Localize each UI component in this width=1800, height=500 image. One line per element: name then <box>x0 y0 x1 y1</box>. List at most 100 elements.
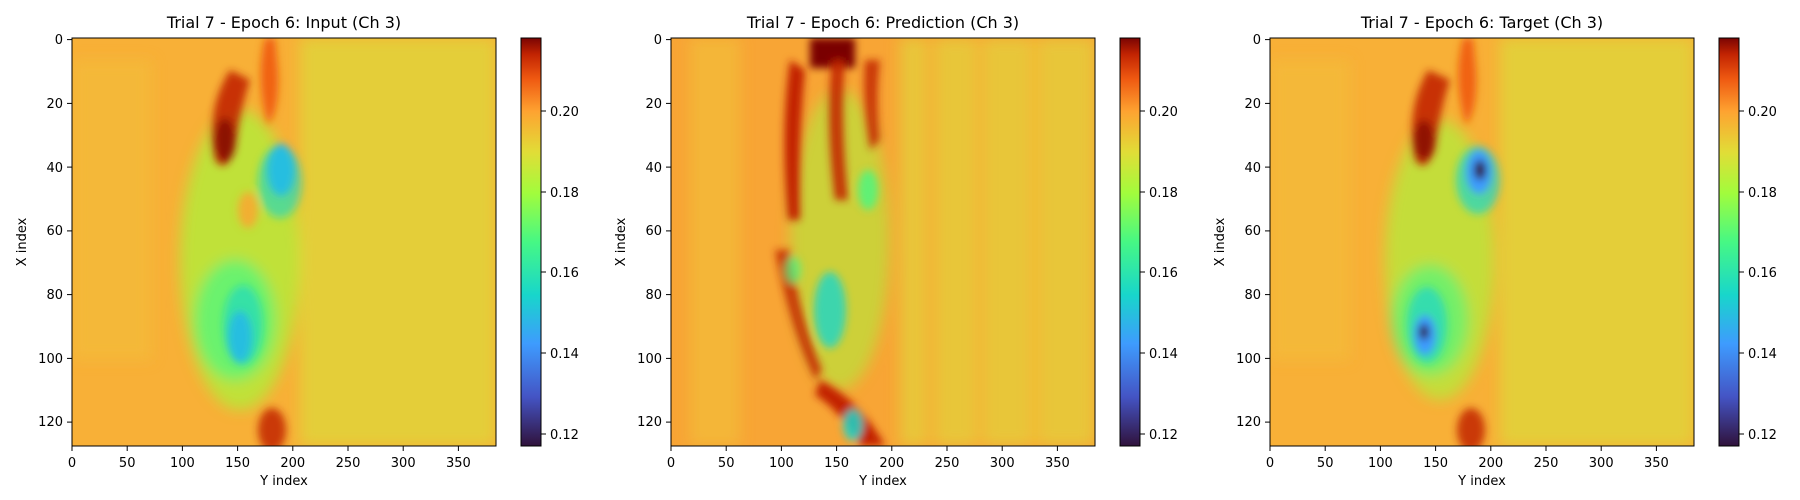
x-tick-label: 0 <box>667 456 675 471</box>
x-axis: 0 50 100 150 200 250 300 350 Y index <box>1266 446 1669 489</box>
x-tick-label: 50 <box>1317 456 1334 471</box>
x-tick-label: 200 <box>280 456 305 471</box>
x-tick-label: 50 <box>119 456 136 471</box>
y-tick-label: 20 <box>46 97 63 112</box>
colorbar: 0.12 0.14 0.16 0.18 0.20 <box>520 37 579 447</box>
x-tick-label: 50 <box>718 456 735 471</box>
feature-navy-upper <box>1474 160 1486 180</box>
x-tick-label: 150 <box>1423 456 1448 471</box>
y-tick-label: 80 <box>645 288 662 303</box>
field-yellow-right <box>300 38 496 446</box>
colorbar-tick-label: 0.20 <box>1149 105 1178 120</box>
y-tick-label: 80 <box>46 288 63 303</box>
y-axis: 0 20 40 60 80 100 120 X index <box>1213 33 1270 430</box>
x-tick-label: 0 <box>68 456 76 471</box>
heatmap-features <box>1407 38 1500 446</box>
panel-title: Trial 7 - Epoch 6: Prediction (Ch 3) <box>746 13 1019 32</box>
feature-red-top <box>1458 38 1477 125</box>
panel-input: Trial 7 - Epoch 6: Input (Ch 3) <box>15 13 579 489</box>
heatmap-features <box>775 38 885 446</box>
colorbar-tick-label: 0.18 <box>1748 186 1777 201</box>
y-tick-label: 120 <box>637 415 662 430</box>
x-axis: 0 50 100 150 200 250 300 350 Y index <box>68 446 471 489</box>
x-tick-label: 100 <box>170 456 195 471</box>
feature-orange-mid <box>238 192 258 228</box>
colorbar: 0.12 0.14 0.16 0.18 0.20 <box>1718 37 1777 447</box>
field-yellow-left <box>1270 60 1350 360</box>
feature-dark-red-core <box>215 118 235 162</box>
y-tick-label: 80 <box>1244 288 1261 303</box>
heatmap <box>72 38 496 446</box>
y-axis: 0 20 40 60 80 100 120 X index <box>15 33 72 430</box>
feature-green-upper <box>858 170 878 210</box>
colorbar-tick-label: 0.16 <box>550 266 579 281</box>
y-tick-label: 20 <box>645 97 662 112</box>
feature-cyan-lower <box>223 285 263 365</box>
x-tick-label: 250 <box>336 456 361 471</box>
feature-red-streak <box>784 60 805 220</box>
heatmap-fields <box>690 38 1095 446</box>
y-axis-label: X index <box>614 217 629 266</box>
axes-frame <box>670 37 1096 447</box>
y-tick-label: 60 <box>1244 224 1261 239</box>
y-tick-label: 60 <box>645 224 662 239</box>
y-tick-label: 20 <box>1244 97 1261 112</box>
x-tick-label: 300 <box>1589 456 1614 471</box>
colorbar-tick-label: 0.12 <box>1149 428 1178 443</box>
field-stripe <box>975 38 985 446</box>
panel-target: Trial 7 - Epoch 6: Target (Ch 3) <box>1213 13 1777 489</box>
field-stripe <box>925 38 937 446</box>
colorbar-tick-label: 0.14 <box>1748 347 1777 362</box>
x-tick-label: 0 <box>1266 456 1274 471</box>
y-tick-label: 100 <box>637 352 662 367</box>
colorbar-tick-label: 0.12 <box>550 428 579 443</box>
colorbar-tick-label: 0.14 <box>1149 347 1178 362</box>
colorbar-gradient <box>1119 37 1141 447</box>
colorbar-tick-label: 0.12 <box>1748 428 1777 443</box>
y-tick-label: 120 <box>1236 415 1261 430</box>
feature-red-streak <box>864 60 880 150</box>
x-axis-label: Y index <box>858 474 907 489</box>
x-tick-label: 100 <box>769 456 794 471</box>
panel-title: Trial 7 - Epoch 6: Input (Ch 3) <box>166 13 401 32</box>
colorbar: 0.12 0.14 0.16 0.18 0.20 <box>1119 37 1178 447</box>
y-tick-label: 0 <box>654 33 662 48</box>
x-tick-label: 150 <box>824 456 849 471</box>
x-tick-label: 300 <box>391 456 416 471</box>
feature-navy-lower <box>1419 324 1429 340</box>
y-tick-label: 0 <box>1253 33 1261 48</box>
y-tick-label: 40 <box>645 161 662 176</box>
y-tick-label: 100 <box>1236 352 1261 367</box>
y-axis-label: X index <box>1213 217 1228 266</box>
colorbar-tick-label: 0.18 <box>550 186 579 201</box>
feature-red-streak <box>829 60 848 200</box>
colorbar-tick-label: 0.16 <box>1149 266 1178 281</box>
feature-green-mid <box>785 256 801 284</box>
colorbar-tick-label: 0.14 <box>550 347 579 362</box>
feature-red-bottom <box>1457 408 1485 446</box>
colorbar-gradient <box>1718 37 1740 447</box>
axes-frame <box>71 37 497 447</box>
x-tick-label: 350 <box>1644 456 1669 471</box>
heatmap <box>1270 38 1694 446</box>
x-tick-label: 200 <box>1478 456 1503 471</box>
x-tick-label: 300 <box>990 456 1015 471</box>
x-axis: 0 50 100 150 200 250 300 350 Y index <box>667 446 1070 489</box>
colorbar-tick-label: 0.20 <box>1748 105 1777 120</box>
x-axis-label: Y index <box>259 474 308 489</box>
heatmap-features <box>212 38 302 446</box>
feature-dark-red-core <box>1414 120 1434 160</box>
x-tick-label: 250 <box>935 456 960 471</box>
x-tick-label: 200 <box>879 456 904 471</box>
y-tick-label: 120 <box>38 415 63 430</box>
y-tick-label: 100 <box>38 352 63 367</box>
x-tick-label: 350 <box>1045 456 1070 471</box>
x-tick-label: 350 <box>446 456 471 471</box>
field-yellow-left <box>72 60 152 360</box>
axes-frame <box>1269 37 1695 447</box>
panel-prediction: Trial 7 - Epoch 6: Prediction (Ch 3) <box>614 13 1178 489</box>
panel-title: Trial 7 - Epoch 6: Target (Ch 3) <box>1360 13 1603 32</box>
feature-cyan-bottom <box>843 409 863 441</box>
y-tick-label: 40 <box>1244 161 1261 176</box>
